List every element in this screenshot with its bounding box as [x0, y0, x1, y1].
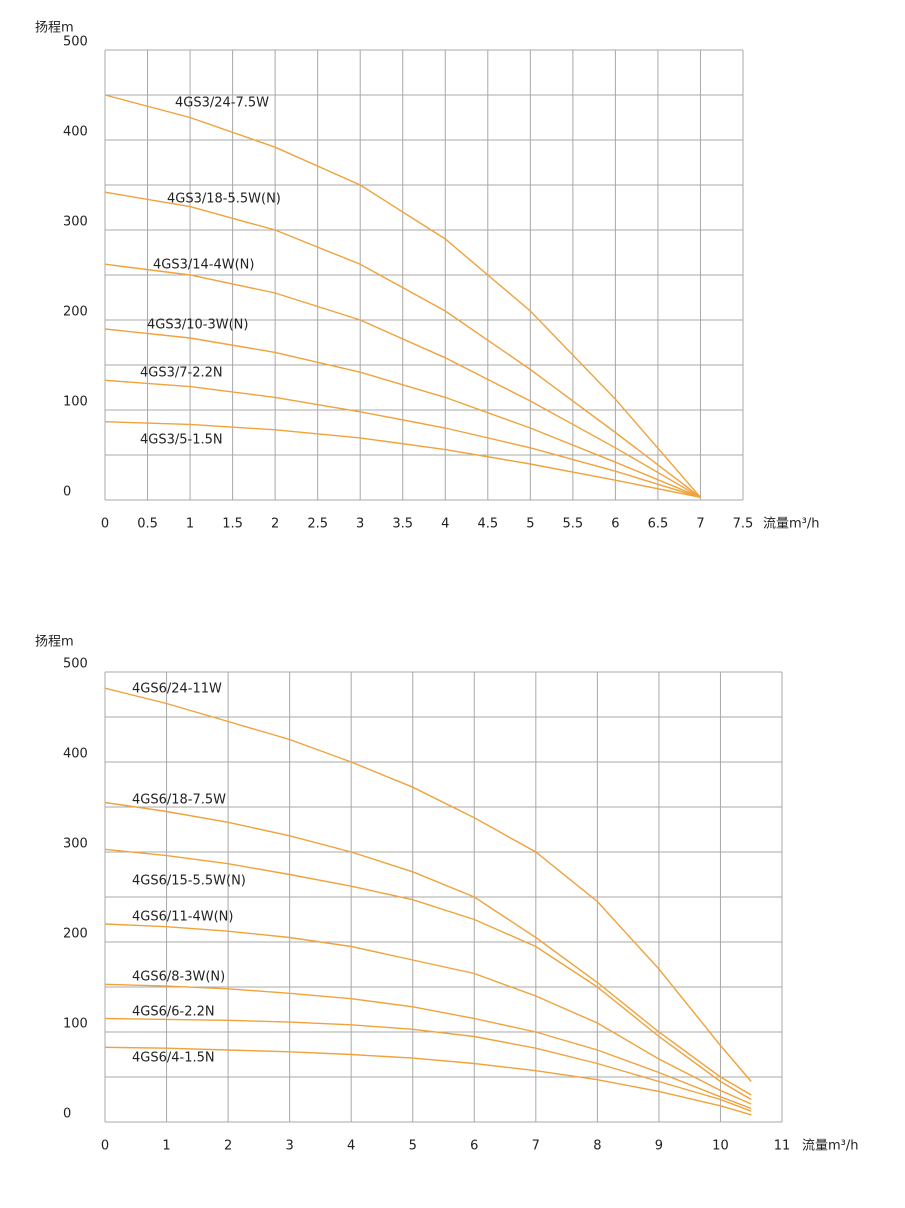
y-tick-label: 400 [63, 747, 88, 762]
y-tick-label: 100 [63, 1017, 88, 1032]
curve [104, 687, 752, 1082]
curve-label: 4GS3/10-3W(N) [147, 318, 248, 333]
curve [104, 263, 701, 498]
curve [104, 923, 752, 1105]
curve-label: 4GS6/24-11W [132, 682, 222, 697]
x-tick-label: 3 [285, 1139, 293, 1154]
x-tick-label: 3 [356, 517, 364, 532]
curve [104, 421, 701, 498]
x-tick-label: 4.5 [477, 517, 498, 532]
x-tick-label: 4 [441, 517, 449, 532]
x-tick-label: 9 [655, 1139, 663, 1154]
x-tick-label: 0 [101, 1139, 109, 1154]
y-axis-label: 扬程m [35, 21, 74, 36]
x-tick-label: 11 [774, 1139, 791, 1154]
y-tick-label: 300 [63, 215, 88, 230]
y-tick-label: 500 [63, 35, 88, 50]
x-tick-label: 6.5 [648, 517, 669, 532]
curve-label: 4GS6/4-1.5N [132, 1051, 215, 1066]
x-tick-label: 0.5 [137, 517, 158, 532]
curve-label: 4GS3/18-5.5W(N) [167, 192, 281, 207]
y-tick-label: 0 [63, 1107, 71, 1122]
curve [104, 1046, 752, 1116]
curve-label: 4GS3/5-1.5N [140, 433, 223, 448]
x-tick-label: 2 [271, 517, 279, 532]
curve-label: 4GS3/7-2.2N [140, 366, 223, 381]
curve [104, 379, 701, 498]
x-tick-label: 1 [186, 517, 194, 532]
x-tick-label: 1.5 [222, 517, 243, 532]
curve [104, 328, 701, 498]
y-tick-label: 100 [63, 395, 88, 410]
x-tick-label: 5 [409, 1139, 417, 1154]
x-tick-label: 1 [162, 1139, 170, 1154]
y-tick-label: 200 [63, 927, 88, 942]
curve [104, 983, 752, 1110]
curve [104, 191, 701, 498]
curve-label: 4GS6/8-3W(N) [132, 970, 225, 985]
x-tick-label: 2.5 [307, 517, 328, 532]
curve-label: 4GS3/24-7.5W [175, 96, 269, 111]
x-tick-label: 6 [611, 517, 619, 532]
x-tick-label: 6 [470, 1139, 478, 1154]
x-tick-label: 5.5 [563, 517, 584, 532]
x-tick-label: 7.5 [733, 517, 754, 532]
x-tick-label: 8 [593, 1139, 601, 1154]
x-axis-label: 流量m³/h [763, 517, 820, 532]
x-tick-label: 7 [696, 517, 704, 532]
x-tick-label: 10 [712, 1139, 729, 1154]
y-tick-label: 0 [63, 485, 71, 500]
curve-label: 4GS6/18-7.5W [132, 793, 226, 808]
x-tick-label: 0 [101, 517, 109, 532]
curve-label: 4GS6/15-5.5W(N) [132, 874, 246, 889]
x-tick-label: 4 [347, 1139, 355, 1154]
y-tick-label: 500 [63, 657, 88, 672]
curve-label: 4GS6/6-2.2N [132, 1005, 215, 1020]
curve [104, 94, 701, 498]
curve-label: 4GS6/11-4W(N) [132, 910, 233, 925]
x-tick-label: 2 [224, 1139, 232, 1154]
y-tick-label: 200 [63, 305, 88, 320]
curve [104, 1017, 752, 1112]
x-tick-label: 3.5 [392, 517, 413, 532]
y-axis-label: 扬程m [35, 635, 74, 650]
curve [104, 801, 752, 1096]
y-tick-label: 400 [63, 125, 88, 140]
x-tick-label: 5 [526, 517, 534, 532]
curve [104, 848, 752, 1101]
x-axis-label: 流量m³/h [802, 1139, 859, 1154]
x-tick-label: 7 [532, 1139, 540, 1154]
curve-label: 4GS3/14-4W(N) [153, 258, 254, 273]
y-tick-label: 300 [63, 837, 88, 852]
